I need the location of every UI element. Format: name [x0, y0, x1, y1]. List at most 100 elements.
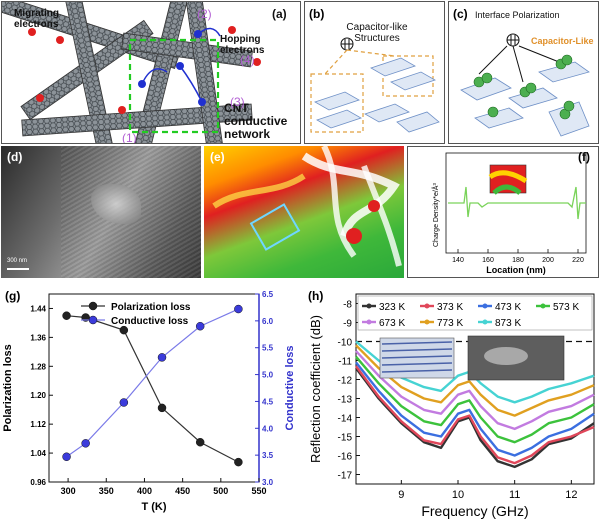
- inset-layer: [381, 369, 453, 373]
- plot-frame: [355, 293, 595, 485]
- y-tick-label: 1.28: [30, 362, 46, 371]
- y-axis-label: Charge Density*e/Å³: [431, 183, 440, 247]
- highlight-box: [249, 203, 301, 251]
- y-tick-label: 1.04: [30, 449, 46, 458]
- interface-polarization-diagram: (c) Interface Polarization Capacitor-Lik…: [453, 7, 594, 137]
- y-tick-label: -17: [338, 471, 353, 482]
- y-tick-label: -12: [338, 376, 353, 387]
- interface-title: Interface Polarization: [475, 10, 560, 20]
- y2-tick-label: 6.5: [262, 290, 274, 299]
- series-line: [355, 355, 595, 444]
- capacitor-symbol: [506, 33, 520, 47]
- scale-bar: [7, 268, 29, 270]
- cnt-network-label: CNT conductive network: [224, 101, 288, 141]
- panel-tag: (f): [578, 150, 590, 164]
- panel-c: (c) Interface Polarization Capacitor-Lik…: [448, 1, 599, 144]
- panel-tag: (g): [5, 289, 20, 303]
- capacitor-title: Capacitor-like Structures: [346, 22, 408, 44]
- data-point: [157, 353, 167, 362]
- x-tick-label: 300: [61, 486, 76, 496]
- inset-sem-image: [467, 335, 565, 381]
- y2-tick-label: 5.5: [262, 344, 274, 353]
- series-line: [355, 365, 595, 465]
- y-tick-label: -14: [338, 414, 353, 425]
- capacitor-diagram: (b) Capacitor-like Structures: [309, 7, 440, 133]
- series-line: [66, 315, 239, 463]
- y-axis-label: Polarization loss: [2, 344, 14, 431]
- x-axis-label: T (K): [141, 501, 166, 513]
- x-tick-labels: 140 160 180 200 220: [452, 249, 584, 264]
- data-point: [234, 457, 243, 467]
- inset-feature: [484, 347, 528, 365]
- series-line: [355, 361, 595, 457]
- series-line: [355, 350, 595, 431]
- site-label-3: (3): [230, 95, 245, 109]
- site-label-1: (1): [122, 131, 137, 143]
- y-tick-label: 1.44: [30, 304, 46, 313]
- legend-marker: [366, 303, 372, 309]
- legend-label: 573 K: [553, 302, 579, 313]
- inset-layer: [381, 348, 453, 352]
- legend-marker: [424, 303, 430, 309]
- legend-label: Polarization loss: [111, 302, 191, 313]
- x-tick-label: 220: [572, 257, 584, 264]
- legend-label: 373 K: [437, 302, 463, 313]
- series-line: [355, 367, 595, 469]
- y-tick-label: -13: [338, 395, 353, 406]
- x-tick-label: 550: [251, 486, 266, 496]
- x-tick-label: 140: [452, 257, 464, 264]
- cnt-network-diagram: Migrating electrons Hopping electrons CNT c…: [0, 0, 288, 163]
- y-tick-label: -15: [338, 433, 353, 444]
- legend-marker: [482, 319, 488, 325]
- y-tick-label: -8: [343, 300, 352, 311]
- x-tick-label: 350: [99, 486, 114, 496]
- x-tick-label: 500: [213, 486, 228, 496]
- legend-marker: [540, 303, 546, 309]
- electrons: [28, 26, 261, 114]
- panel-f: (f) Charge Density*e/Å³ 140 160 180 200 220 …: [407, 146, 599, 278]
- inset-layer: [381, 355, 453, 359]
- x-tick-label: 160: [482, 257, 494, 264]
- nanotube: [21, 103, 253, 137]
- charge-density-line: [448, 186, 586, 220]
- nanotube: [121, 32, 253, 68]
- y-tick-label: 1.12: [30, 420, 46, 429]
- data-point: [195, 437, 205, 447]
- data-point: [234, 304, 243, 314]
- y-tick-label: 1.20: [30, 391, 46, 400]
- panel-d-tem-image: (d) 300 nm: [1, 146, 201, 278]
- data-point: [119, 325, 129, 335]
- data-point: [62, 311, 71, 320]
- migrating-label: Migrating electrons: [14, 8, 59, 30]
- panel-tag: (d): [7, 150, 23, 164]
- data-point: [157, 403, 167, 413]
- capacitor-symbol: [340, 37, 354, 51]
- panel-a: Migrating electrons Hopping electrons CNT c…: [0, 0, 301, 163]
- x-axis-label: Location (nm): [486, 265, 546, 275]
- legend-marker: [88, 315, 98, 325]
- legend-box: [357, 295, 593, 331]
- panel-tag: (b): [309, 7, 324, 21]
- y2-tick-label: 4.0: [262, 424, 274, 433]
- legend-marker: [88, 301, 98, 311]
- panel-tag: (h): [308, 289, 323, 303]
- panel-h-chart: (h) 9 10 11 12 -8 -9 -10 -11 -12 -13 -14 -15 -16 -17 Fr…: [304, 284, 600, 522]
- legend-marker: [482, 303, 488, 309]
- y-axis-label: Reflection coefficient (dB): [308, 315, 323, 463]
- legend-label: 873 K: [495, 318, 521, 329]
- data-point: [195, 321, 205, 331]
- site-label-4: (4): [240, 53, 255, 67]
- data-point: [62, 452, 71, 462]
- data-point: [119, 398, 129, 407]
- legend-label: 773 K: [437, 318, 463, 329]
- inset-structure-image: [379, 337, 455, 379]
- y-tick-label: 0.96: [30, 478, 46, 487]
- site-label-2: (2): [197, 7, 212, 21]
- legend-marker: [366, 319, 372, 325]
- charge-density-plot: (f) Charge Density*e/Å³ 140 160 180 200 220 …: [431, 150, 590, 275]
- x-tick-label: 180: [512, 257, 524, 264]
- data-point: [81, 439, 90, 448]
- y-tick-label: -9: [343, 319, 352, 330]
- x-tick-label: 10: [452, 489, 464, 501]
- panel-e-charge-map: (e): [204, 146, 404, 278]
